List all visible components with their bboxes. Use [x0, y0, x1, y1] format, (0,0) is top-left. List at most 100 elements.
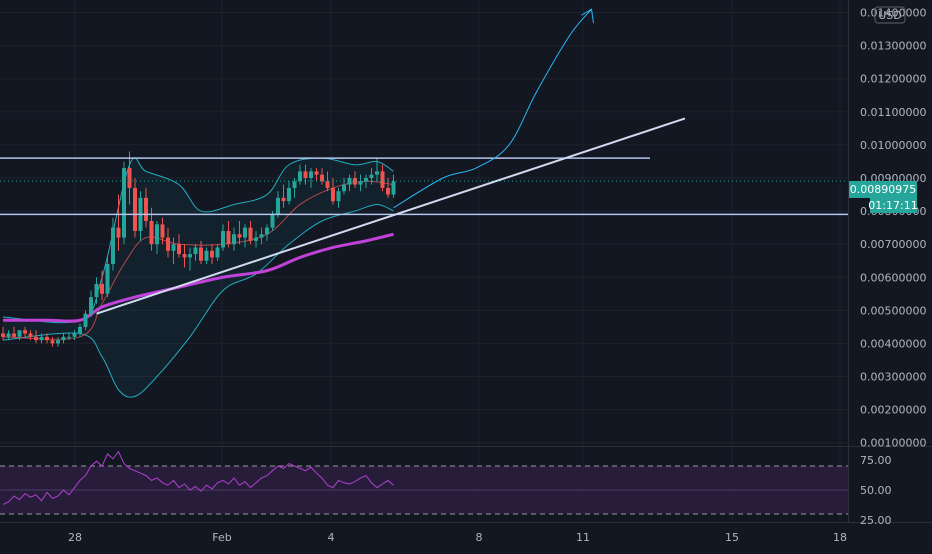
candle-body [215, 247, 220, 258]
last-price-tag [849, 181, 917, 198]
candle-body [243, 227, 247, 238]
candle-body [292, 181, 297, 188]
candle [287, 181, 291, 205]
candle-body [347, 177, 352, 185]
drawings[interactable] [0, 8, 848, 315]
price-tick-label: 0.00600000 [860, 271, 926, 284]
time-tick-label: 18 [833, 531, 847, 544]
candle [265, 224, 269, 241]
candle-body [386, 187, 390, 195]
candle [369, 168, 374, 185]
candle [188, 247, 192, 271]
candle [325, 171, 330, 192]
candle-body [342, 184, 346, 192]
candle-body [83, 313, 88, 327]
candle [122, 161, 126, 245]
candle [232, 227, 236, 251]
candle-body [375, 171, 379, 175]
candle [237, 221, 242, 245]
candle-body [12, 333, 16, 337]
candle-body [1, 333, 5, 337]
price-tick-label: 0.01100000 [860, 106, 926, 119]
candle-body [149, 221, 154, 245]
price-tick-label: 0.00500000 [860, 304, 926, 317]
candle [243, 224, 247, 248]
candle [347, 174, 352, 192]
candle [61, 333, 66, 344]
candle [50, 336, 55, 347]
price-tick-label: 0.01000000 [860, 139, 926, 152]
candle [133, 177, 137, 238]
candle [331, 177, 335, 205]
candle [111, 217, 115, 271]
candle-body [166, 237, 170, 251]
time-tick-label: 8 [476, 531, 483, 544]
candle [171, 237, 176, 265]
candle-body [199, 247, 203, 261]
candle-body [298, 171, 302, 182]
candle [204, 247, 209, 265]
candle [6, 330, 11, 341]
rsi-tick-label: 50.00 [860, 484, 892, 497]
candle-body [325, 181, 330, 188]
candle [248, 221, 253, 245]
price-tick-label: 0.00200000 [860, 404, 926, 417]
candle-body [248, 227, 253, 241]
candle-body [28, 333, 33, 337]
currency-badge[interactable] [874, 6, 906, 24]
candle-body [276, 197, 280, 215]
rsi-tick-label: 75.00 [860, 454, 892, 467]
rsi-pane [0, 450, 848, 515]
candle [12, 326, 16, 337]
candle-body [221, 230, 225, 248]
candle [127, 151, 132, 205]
time-tick-label: 15 [725, 531, 739, 544]
candle-body [226, 230, 231, 245]
candle-body [127, 168, 132, 188]
candle [100, 270, 104, 301]
candle-body [210, 250, 214, 258]
candle-body [309, 171, 313, 178]
candle [144, 187, 148, 228]
candle-body [133, 187, 137, 231]
candle-body [320, 174, 324, 182]
candle-body [34, 336, 38, 341]
candle [105, 257, 110, 298]
candle-body [237, 234, 242, 238]
candle [177, 234, 181, 258]
candle-body [23, 330, 27, 334]
rsi-line [2, 450, 394, 505]
candle [221, 224, 225, 251]
candle-body [177, 244, 181, 255]
candle-body [182, 254, 187, 258]
price-tick-label: 0.01200000 [860, 73, 926, 86]
bollinger-upper-line [2, 157, 394, 324]
candle [210, 244, 214, 265]
candle-body [265, 227, 269, 235]
candle [160, 217, 165, 245]
candle-body [122, 168, 126, 238]
candle [276, 191, 280, 218]
candle-body [111, 227, 115, 265]
time-tick-label: 28 [68, 531, 82, 544]
candle-body [67, 336, 71, 338]
bollinger-bands [2, 157, 394, 398]
projection-path [393, 8, 592, 209]
currency-label: USD [878, 9, 902, 22]
countdown-value: 01:17:11 [868, 199, 917, 212]
candle-body [72, 333, 77, 337]
candle-body [353, 177, 357, 185]
ma-fast-line [2, 180, 394, 340]
candle-body [270, 214, 275, 228]
time-tick-label: 11 [576, 531, 590, 544]
moving-averages [2, 180, 394, 340]
price-tick-label: 0.00700000 [860, 238, 926, 251]
candle [336, 187, 341, 208]
candle-body [188, 254, 192, 258]
candle-body [380, 171, 385, 188]
candle-body [336, 191, 341, 202]
price-tick-label: 0.00300000 [860, 371, 926, 384]
bollinger-fill [3, 157, 394, 398]
